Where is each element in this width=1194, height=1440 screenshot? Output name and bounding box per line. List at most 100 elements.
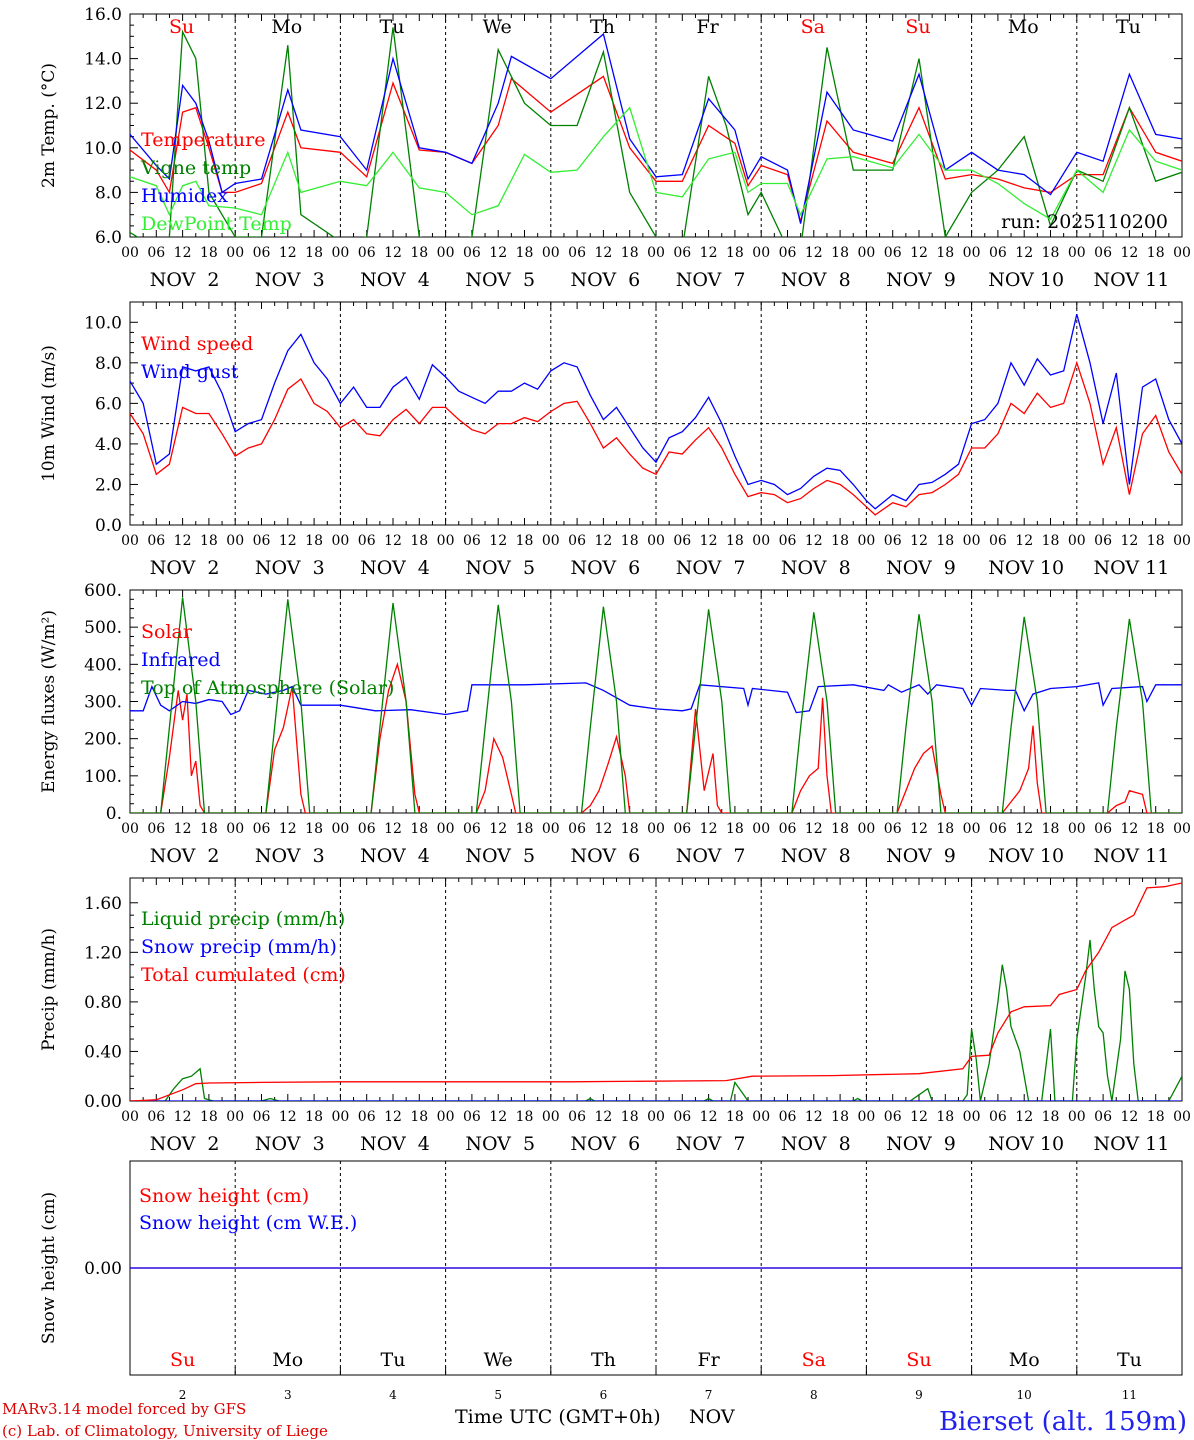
- hour-tick-label: 06: [463, 821, 481, 837]
- hour-tick-label: 12: [910, 821, 928, 837]
- hour-tick-label: 12: [279, 245, 297, 261]
- legend-entry: Humidex: [141, 185, 228, 207]
- y-tick-label: 300.: [84, 693, 122, 713]
- hour-tick-label: 00: [752, 1109, 770, 1125]
- hour-tick-label: 18: [1147, 821, 1165, 837]
- hour-tick-label: 18: [1147, 1109, 1165, 1125]
- weekday-label: Tu: [381, 1349, 406, 1371]
- date-label: NOV 2: [150, 557, 220, 579]
- hour-tick-label: 00: [1173, 533, 1191, 549]
- hour-tick-label: 18: [831, 245, 849, 261]
- hour-tick-label: 00: [752, 245, 770, 261]
- date-label: NOV 6: [571, 1133, 641, 1155]
- hour-tick-label: 06: [253, 245, 271, 261]
- date-label: NOV 4: [360, 845, 430, 867]
- hour-tick-label: 06: [989, 533, 1007, 549]
- y-axis-label: Snow height (cm): [39, 1192, 59, 1344]
- hour-tick-label: 06: [779, 821, 797, 837]
- date-label: NOV 11: [1093, 845, 1169, 867]
- y-tick-label: 2.0: [95, 475, 122, 495]
- hour-tick-label: 00: [963, 245, 981, 261]
- hour-tick-label: 00: [1173, 245, 1191, 261]
- weekday-label: Su: [170, 1349, 195, 1371]
- weekday-label: Tu: [1116, 16, 1141, 38]
- hour-tick-label: 00: [1068, 1109, 1086, 1125]
- date-label: NOV 10: [988, 845, 1064, 867]
- series-wind-gust: [130, 314, 1182, 510]
- hour-tick-label: 06: [358, 245, 376, 261]
- hour-tick-label: 00: [1173, 1109, 1191, 1125]
- legend-entry: Vigne temp: [140, 157, 251, 179]
- hour-tick-label: 06: [989, 821, 1007, 837]
- date-label: NOV 3: [255, 557, 325, 579]
- hour-tick-label: 00: [1068, 533, 1086, 549]
- date-label: NOV 3: [255, 845, 325, 867]
- hour-tick-label: 12: [1015, 245, 1033, 261]
- y-tick-label: 10.0: [84, 139, 122, 159]
- hour-tick-label: 18: [305, 821, 323, 837]
- hour-tick-label: 00: [1068, 821, 1086, 837]
- hour-tick-label: 12: [279, 821, 297, 837]
- x-axis-label: Time UTC (GMT+0h): [455, 1406, 661, 1428]
- series-total-cumulated-cm: [130, 882, 1182, 1101]
- hour-tick-label: 18: [305, 533, 323, 549]
- hour-tick-label: 12: [174, 821, 192, 837]
- hour-tick-label: 06: [884, 533, 902, 549]
- hour-tick-label: 18: [831, 533, 849, 549]
- hour-tick-label: 06: [673, 1109, 691, 1125]
- legend-entry: Wind gust: [141, 361, 239, 383]
- hour-tick-label: 18: [936, 533, 954, 549]
- hour-tick-label: 00: [542, 533, 560, 549]
- hour-tick-label: 06: [989, 245, 1007, 261]
- hour-tick-label: 12: [1015, 821, 1033, 837]
- hour-tick-label: 06: [253, 533, 271, 549]
- hour-tick-label: 18: [1042, 1109, 1060, 1125]
- y-tick-label: 200.: [84, 730, 122, 750]
- hour-tick-label: 00: [1173, 821, 1191, 837]
- hour-tick-label: 06: [568, 821, 586, 837]
- hour-tick-label: 06: [463, 533, 481, 549]
- y-tick-label: 0.80: [84, 993, 122, 1013]
- hour-tick-label: 00: [331, 1109, 349, 1125]
- y-tick-label: 1.20: [84, 943, 122, 963]
- hour-tick-label: 12: [910, 245, 928, 261]
- weekday-label: Mo: [1008, 16, 1039, 38]
- hour-tick-label: 18: [936, 821, 954, 837]
- station-label: Bierset (alt. 159m): [939, 1407, 1187, 1437]
- y-axis-label: 10m Wind (m/s): [39, 345, 59, 482]
- hour-tick-label: 06: [253, 1109, 271, 1125]
- date-label: NOV 10: [988, 1133, 1064, 1155]
- hour-tick-label: 18: [305, 245, 323, 261]
- weekday-label: Mo: [271, 16, 302, 38]
- weekday-label: Su: [906, 1349, 931, 1371]
- hour-tick-label: 12: [1015, 1109, 1033, 1125]
- hour-tick-label: 06: [989, 1109, 1007, 1125]
- hour-tick-label: 06: [1094, 1109, 1112, 1125]
- hour-tick-label: 18: [410, 1109, 428, 1125]
- hour-tick-label: 18: [936, 245, 954, 261]
- y-tick-label: 6.0: [95, 228, 122, 248]
- hour-tick-label: 12: [174, 1109, 192, 1125]
- hour-tick-label: 18: [410, 821, 428, 837]
- hour-tick-label: 00: [857, 821, 875, 837]
- hour-tick-label: 18: [200, 1109, 218, 1125]
- y-tick-label: 0.40: [84, 1042, 122, 1062]
- hour-tick-label: 18: [1042, 821, 1060, 837]
- hour-tick-label: 00: [647, 245, 665, 261]
- hour-tick-label: 00: [857, 533, 875, 549]
- hour-tick-label: 18: [200, 821, 218, 837]
- hour-tick-label: 12: [700, 821, 718, 837]
- panel-5: 0.00 Snow height (cm) Snow height (cm) Snow…: [39, 1160, 1183, 1402]
- hour-tick-label: 18: [831, 1109, 849, 1125]
- date-label: NOV 2: [150, 845, 220, 867]
- hour-tick-label: 18: [200, 245, 218, 261]
- hour-tick-label: 12: [1120, 1109, 1138, 1125]
- hour-tick-label: 00: [331, 245, 349, 261]
- date-label: NOV 8: [781, 557, 851, 579]
- hour-tick-label: 00: [437, 1109, 455, 1125]
- date-label: NOV 9: [886, 557, 956, 579]
- date-label: NOV 5: [465, 269, 535, 291]
- hour-tick-label: 00: [437, 533, 455, 549]
- hour-tick-label: 18: [410, 533, 428, 549]
